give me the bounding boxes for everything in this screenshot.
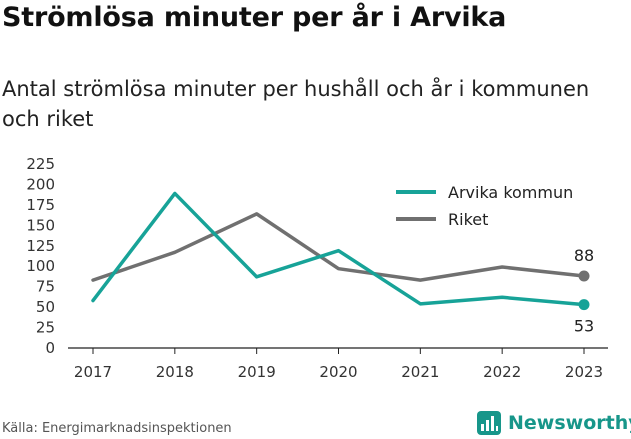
y-tick-label: 100: [26, 257, 55, 275]
x-tick-label: 2018: [156, 363, 194, 381]
x-axis: 2017 2018 2019 2020 2021 2022 2023: [68, 347, 608, 381]
x-tick-label: 2020: [319, 363, 357, 381]
series-end-point: [578, 270, 590, 282]
x-tick-label: 2023: [565, 363, 603, 381]
x-tick-label: 2019: [238, 363, 276, 381]
y-axis: 0 25 50 75 100 125 150 175 200 225: [26, 155, 55, 357]
y-tick-label: 150: [26, 216, 55, 234]
brand[interactable]: Newsworthy: [476, 409, 631, 437]
legend: Arvika kommun Riket: [387, 174, 599, 234]
data-label: 53: [574, 317, 594, 336]
legend-label: Riket: [448, 210, 488, 229]
series-line: [91, 212, 586, 282]
x-tick-label: 2021: [401, 363, 439, 381]
legend-label: Arvika kommun: [448, 183, 573, 202]
y-tick-label: 50: [36, 298, 55, 316]
series-line: [91, 191, 586, 307]
series-end-point: [578, 299, 590, 311]
chart-subtitle: Antal strömlösa minuter per hushåll och …: [2, 77, 590, 131]
legend-box: [387, 174, 599, 234]
x-tick-label: 2017: [74, 363, 112, 381]
series-layer: 53 88: [91, 191, 594, 336]
y-tick-label: 175: [26, 196, 55, 214]
y-tick-label: 0: [45, 339, 55, 357]
y-tick-label: 25: [36, 319, 55, 337]
source-note: Källa: Energimarknadsinspektionen: [2, 421, 232, 436]
y-tick-label: 225: [26, 155, 55, 173]
brand-name: Newsworthy: [508, 412, 631, 434]
y-tick-label: 200: [26, 175, 55, 193]
newsworthy-logo-icon: [477, 411, 501, 435]
x-tick-label: 2022: [483, 363, 521, 381]
data-label: 88: [574, 246, 594, 265]
y-tick-label: 75: [36, 278, 55, 296]
y-tick-label: 125: [26, 237, 55, 255]
page-title: Strömlösa minuter per år i Arvika: [2, 2, 507, 33]
